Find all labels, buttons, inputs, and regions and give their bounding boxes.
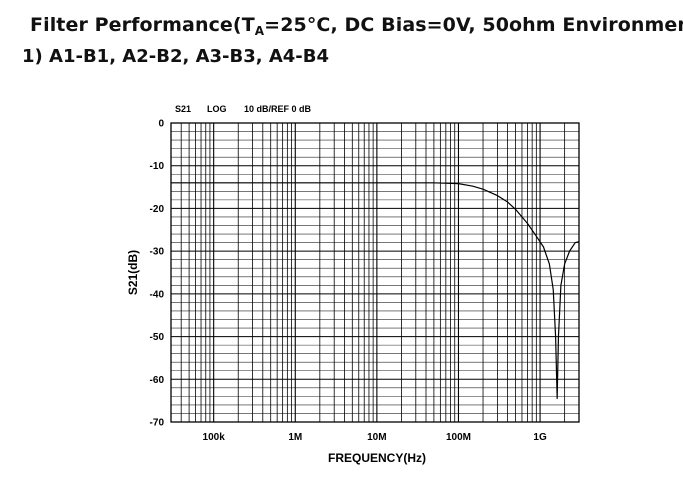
x-tick-label: 10M bbox=[367, 432, 386, 443]
x-tick-label: 1G bbox=[533, 432, 547, 443]
y-tick-label: 0 bbox=[158, 119, 164, 130]
x-tick-label: 100M bbox=[446, 432, 471, 443]
y-axis-label: S21(dB) bbox=[126, 250, 140, 295]
plot-frame bbox=[170, 122, 580, 423]
y-tick-label: -40 bbox=[150, 289, 165, 300]
chart-marks bbox=[171, 182, 580, 400]
x-axis-label: FREQUENCY(Hz) bbox=[328, 451, 426, 465]
chart-labels: 0 -10 -20 -30 -40 -50 -60 -70 100k 1M 10M 100M 1G FRE… bbox=[126, 104, 547, 465]
chart-header-scale: 10 dB/REF 0 dB bbox=[244, 104, 312, 114]
page-title-subscript: A bbox=[254, 24, 265, 38]
chart-header-format: LOG bbox=[207, 104, 227, 114]
page-title-suffix: =25°C, DC Bias=0V, 50ohm Environment) bbox=[264, 14, 683, 36]
y-tick-label: -60 bbox=[150, 375, 165, 386]
y-tick-label: -30 bbox=[150, 247, 165, 258]
page-title: Filter Performance(TA=25°C, DC Bias=0V, … bbox=[30, 14, 683, 38]
y-tick-label: -50 bbox=[150, 332, 165, 343]
y-tick-label: -10 bbox=[150, 161, 165, 172]
chart-grid bbox=[170, 122, 580, 423]
page-title-prefix: Filter Performance(T bbox=[30, 14, 255, 36]
y-tick-label: -70 bbox=[150, 418, 165, 429]
series-line bbox=[171, 182, 580, 400]
x-tick-label: 100k bbox=[203, 432, 226, 443]
x-tick-label: 1M bbox=[288, 432, 302, 443]
y-tick-label: -20 bbox=[150, 204, 165, 215]
page-subtitle: 1) A1-B1, A2-B2, A3-B3, A4-B4 bbox=[22, 46, 330, 67]
chart-header-param: S21 bbox=[175, 104, 191, 114]
